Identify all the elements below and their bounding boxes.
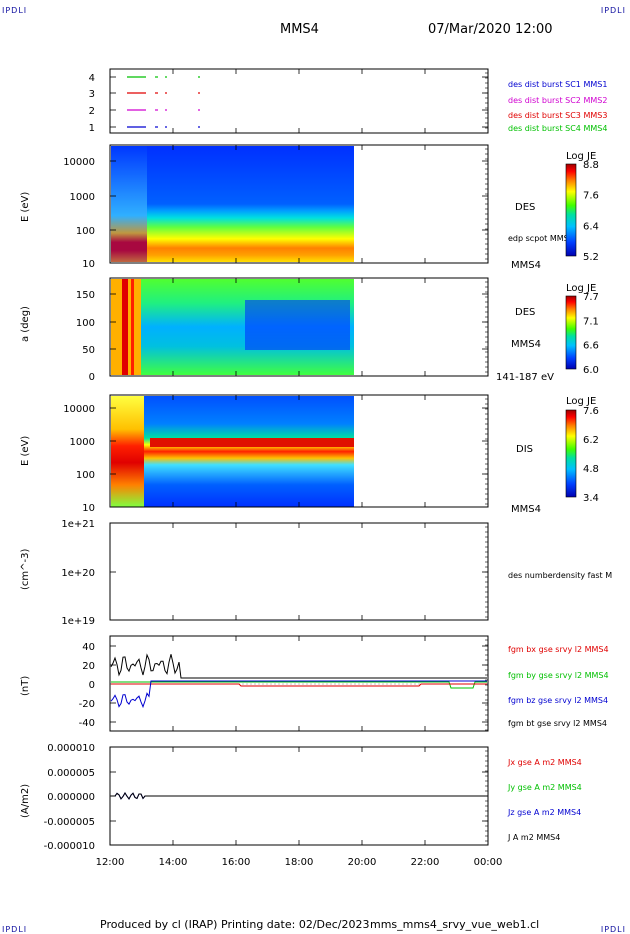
corner-label-top-right: IPDLI <box>600 6 626 15</box>
y-tick-label: 0.000010 <box>47 743 95 754</box>
colorbar-tick-label: 6.2 <box>583 435 599 446</box>
x-tick-label: 14:00 <box>159 857 188 868</box>
des-pitch-spacecraft-label: MMS4 <box>511 339 541 350</box>
x-tick-label: 12:00 <box>96 857 125 868</box>
corner-label-bottom-right: IPDLI <box>600 925 626 934</box>
x-tick-label: 16:00 <box>222 857 251 868</box>
current-legend-entry: Jx gse A m2 MMS4 <box>507 758 582 767</box>
y-tick-label: 1000 <box>70 437 95 448</box>
panel-frame <box>109 68 489 134</box>
des-energy-instrument-label: DES <box>515 202 535 213</box>
bfield-legend-entry: fgm bx gse srvy l2 MMS4 <box>508 645 609 654</box>
des-energy-spacecraft-label: MMS4 <box>511 260 541 271</box>
y-tick-label: 40 <box>82 642 95 653</box>
des-pitch-range-label: 141-187 eV <box>496 372 554 383</box>
y-tick-label: 1e+20 <box>61 568 95 579</box>
colorbar-tick-label: 5.2 <box>583 252 599 263</box>
y-tick-label: -20 <box>79 699 95 710</box>
y-tick-label: -40 <box>79 718 95 729</box>
current-legend-entry: J A m2 MMS4 <box>507 833 560 842</box>
y-tick-label: 0 <box>89 372 95 383</box>
colorbar-tick-label: 8.8 <box>583 160 599 171</box>
footer-filename: mms_mms4_srvy_vue_web1.cl <box>370 918 540 931</box>
x-tick-label: 20:00 <box>348 857 377 868</box>
colorbar-tick-label: 6.6 <box>583 341 599 352</box>
availability-legend-entry: des dist burst SC3 MMS3 <box>508 111 607 120</box>
colorbar <box>565 409 577 498</box>
spacecraft-title: MMS4 <box>280 22 319 37</box>
y-tick-label: 10000 <box>63 157 95 168</box>
colorbar-tick-label: 4.8 <box>583 464 599 475</box>
y-tick-label: 1e+19 <box>61 616 95 627</box>
y-tick-label: 3 <box>89 89 95 100</box>
availability-legend-entry: des dist burst SC2 MMS2 <box>508 96 607 105</box>
colorbar-title: Log JE <box>566 283 596 294</box>
y-tick-label: 4 <box>89 73 95 84</box>
density-legend-entry: des numberdensity fast M <box>508 571 612 580</box>
colorbar-tick-label: 7.7 <box>583 292 599 303</box>
colorbar-tick-label: 6.4 <box>583 221 599 232</box>
bfield-bz-trace <box>110 680 487 709</box>
des-pitch-instrument-label: DES <box>515 307 535 318</box>
current-legend-entry: Jz gse A m2 MMS4 <box>507 808 581 817</box>
colorbar-title: Log JE <box>566 151 596 162</box>
colorbar-tick-label: 7.6 <box>583 191 599 202</box>
y-tick-label: 1000 <box>70 192 95 203</box>
des-energy-extra-label: edp scpot MMS4 <box>508 234 574 243</box>
colorbar-tick-label: 6.0 <box>583 365 599 376</box>
y-tick-label: 50 <box>82 345 95 356</box>
current-j-trace <box>111 792 487 800</box>
y-tick-label: 100 <box>76 318 95 329</box>
colorbar-title: Log JE <box>566 396 596 407</box>
des-energy-heatmap <box>111 146 354 262</box>
x-tick-label: 18:00 <box>285 857 314 868</box>
bfield-legend-entry: fgm bz gse srvy l2 MMS4 <box>508 696 608 705</box>
y-tick-label: 0.000005 <box>47 768 95 779</box>
y-tick-label: 100 <box>76 226 95 237</box>
colorbar-tick-label: 3.4 <box>583 493 599 504</box>
footer-produced: Produced by cl (IRAP) <box>100 918 218 931</box>
y-tick-label: 0.000000 <box>47 792 95 803</box>
y-tick-label: 10 <box>82 259 95 270</box>
bfield-legend-entry: fgm by gse srvy l2 MMS4 <box>508 671 609 680</box>
dis-energy-spacecraft-label: MMS4 <box>511 504 541 515</box>
colorbar <box>565 163 577 257</box>
panel-frame <box>109 522 489 621</box>
y-tick-label: 150 <box>76 290 95 301</box>
colorbar-tick-label: 7.1 <box>583 316 599 327</box>
y-tick-label: 1e+21 <box>61 519 95 530</box>
bfield-legend-entry: fgm bt gse srvy l2 MMS4 <box>508 719 607 728</box>
y-tick-label: 1 <box>89 123 95 134</box>
availability-legend-entry: des dist burst SC4 MMS4 <box>508 124 607 133</box>
bfield-bx-trace <box>111 683 487 687</box>
dis-energy-heatmap <box>111 396 354 507</box>
y-tick-label: 0 <box>89 680 95 691</box>
y-tick-label: 20 <box>82 661 95 672</box>
y-tick-label: 100 <box>76 470 95 481</box>
bfield-by-trace <box>111 681 487 689</box>
x-tick-label: 22:00 <box>411 857 440 868</box>
date-title: 07/Mar/2020 12:00 <box>428 22 553 37</box>
bfield-bt-trace <box>110 653 487 679</box>
footer-printing-date: Printing date: 02/Dec/2023 <box>221 918 370 931</box>
des-pitch-heatmap <box>111 279 354 375</box>
corner-label-bottom-left: IPDLI <box>2 925 28 934</box>
colorbar <box>565 295 577 370</box>
y-tick-label: -0.000010 <box>44 841 95 852</box>
y-tick-label: -0.000005 <box>44 817 95 828</box>
current-legend-entry: Jy gse A m2 MMS4 <box>507 783 582 792</box>
colorbar-tick-label: 7.6 <box>583 406 599 417</box>
dis-energy-instrument-label: DIS <box>516 444 533 455</box>
y-tick-label: 10000 <box>63 404 95 415</box>
y-tick-label: 10 <box>82 503 95 514</box>
y-tick-label: 2 <box>89 106 95 117</box>
corner-label-top-left: IPDLI <box>2 6 28 15</box>
x-tick-label: 00:00 <box>474 857 503 868</box>
availability-legend-entry: des dist burst SC1 MMS1 <box>508 80 607 89</box>
